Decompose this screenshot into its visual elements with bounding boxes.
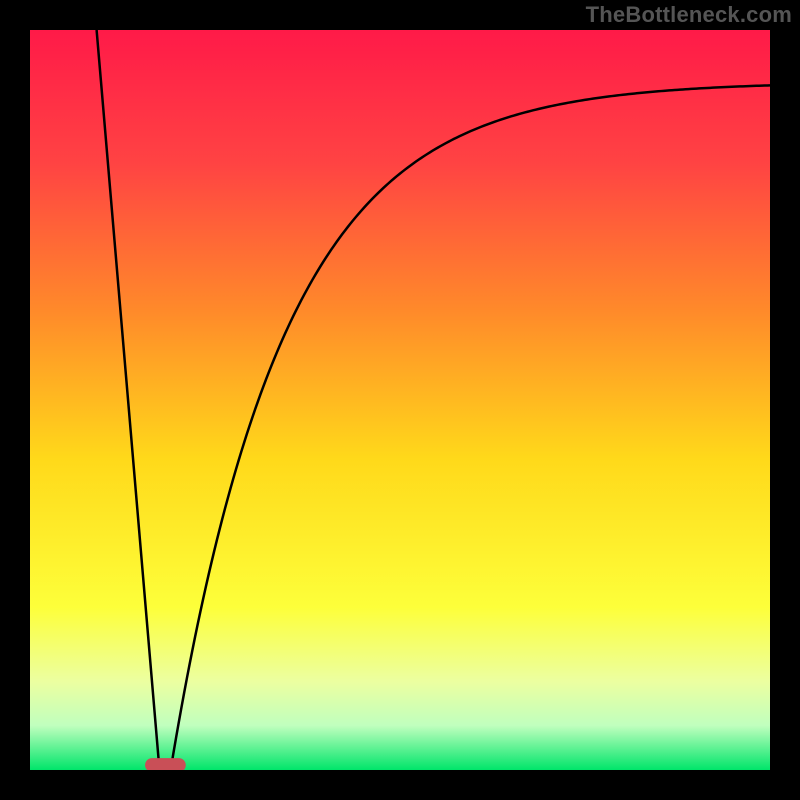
bottleneck-chart xyxy=(0,0,800,800)
optimal-marker xyxy=(145,758,186,772)
chart-container: TheBottleneck.com xyxy=(0,0,800,800)
attribution-label: TheBottleneck.com xyxy=(586,2,792,28)
chart-background xyxy=(30,30,770,770)
